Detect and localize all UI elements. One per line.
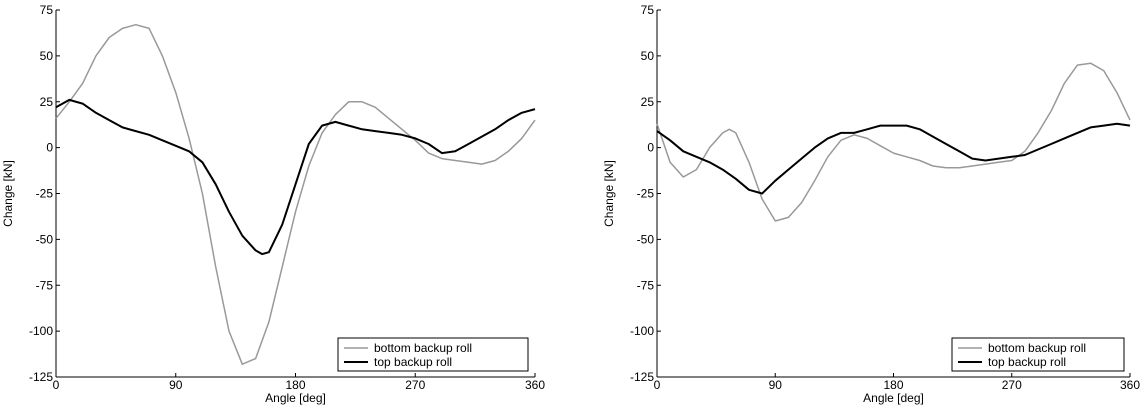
- x-tick-label: 360: [525, 378, 545, 392]
- y-tick-label: 75: [641, 3, 655, 17]
- series-line-bottom-backup-roll: [656, 62, 1131, 222]
- x-tick-label: 90: [769, 378, 783, 392]
- legend-label: bottom backup roll: [374, 341, 472, 355]
- y-tick-label: 25: [40, 95, 54, 109]
- legend-label: bottom backup roll: [988, 341, 1086, 355]
- y-tick-label: -100: [630, 324, 654, 338]
- y-tick-label: -125: [29, 370, 53, 384]
- y-tick-label: -25: [36, 187, 54, 201]
- legend-box: [951, 337, 1125, 372]
- y-tick-label: -100: [29, 324, 53, 338]
- x-axis-label: Angle [deg]: [265, 391, 326, 405]
- x-tick-label: 0: [654, 378, 661, 392]
- y-tick-label: -75: [637, 278, 655, 292]
- legend-label: top backup roll: [988, 355, 1066, 369]
- y-tick-label: 0: [647, 141, 654, 155]
- y-tick-label: 50: [40, 49, 54, 63]
- x-tick-label: 0: [53, 378, 60, 392]
- y-tick-label: -25: [637, 187, 655, 201]
- y-axis-label: Change [kN]: [1, 160, 15, 227]
- x-tick-label: 270: [1002, 378, 1022, 392]
- series-line-top-backup-roll: [656, 122, 1131, 195]
- y-tick-label: -50: [637, 232, 655, 246]
- x-tick-label: 270: [405, 378, 425, 392]
- x-tick-label: 90: [169, 378, 183, 392]
- y-tick-label: 50: [641, 49, 655, 63]
- series-line-bottom-backup-roll: [55, 23, 536, 365]
- x-tick-label: 180: [883, 378, 903, 392]
- y-tick-label: 0: [46, 141, 53, 155]
- y-tick-label: 25: [641, 95, 655, 109]
- legend-label: top backup roll: [374, 355, 452, 369]
- y-tick-label: -125: [630, 370, 654, 384]
- y-tick-label: -75: [36, 278, 54, 292]
- y-tick-label: -50: [36, 232, 54, 246]
- series-line-top-backup-roll: [55, 98, 536, 256]
- y-axis-label: Change [kN]: [602, 160, 616, 227]
- legend-box: [337, 337, 529, 372]
- x-tick-label: 360: [1120, 378, 1140, 392]
- y-tick-label: 75: [40, 3, 54, 17]
- x-tick-label: 180: [285, 378, 305, 392]
- x-axis-label: Angle [deg]: [863, 391, 924, 405]
